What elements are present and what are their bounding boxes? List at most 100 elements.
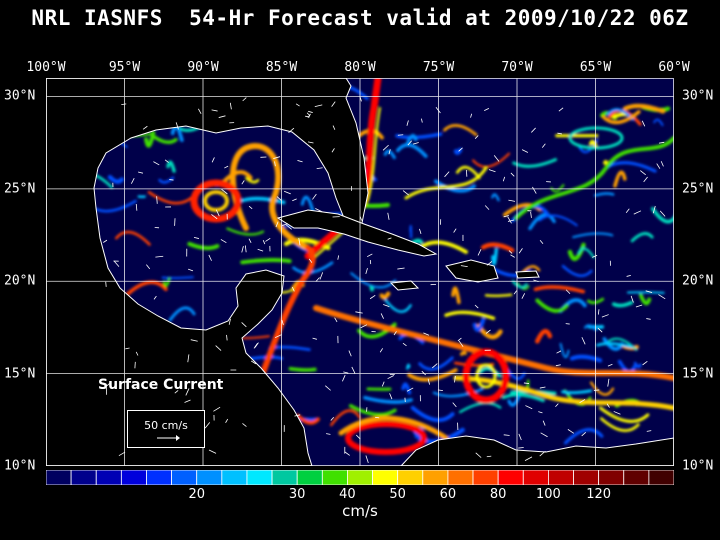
- velocity-vector: [539, 386, 546, 389]
- velocity-vector: [593, 389, 600, 391]
- velocity-vector: [204, 422, 211, 429]
- velocity-vector: [518, 433, 522, 441]
- colorbar: [46, 470, 674, 485]
- velocity-vector: [265, 237, 271, 242]
- colorbar-segment: [497, 470, 524, 485]
- latitude-label: 30°N: [682, 88, 714, 104]
- velocity-vector: [581, 337, 586, 345]
- velocity-vector: [121, 103, 127, 106]
- loop-current: [229, 143, 311, 251]
- current-streak: [535, 298, 569, 313]
- velocity-vector: [565, 289, 571, 295]
- velocity-vector: [453, 228, 457, 233]
- colorbar-segment: [296, 470, 323, 485]
- current-streak: [410, 405, 455, 422]
- latitude-label: 10°N: [682, 458, 714, 474]
- velocity-vector: [567, 429, 574, 434]
- velocity-vector: [556, 350, 562, 354]
- caribbean-current-south: [453, 375, 674, 411]
- velocity-vector: [421, 370, 426, 376]
- colorbar-segment: [598, 470, 625, 485]
- current-streak: [114, 230, 151, 246]
- velocity-vector: [224, 165, 229, 169]
- longitude-label: 100°W: [26, 60, 66, 75]
- velocity-vector: [382, 144, 389, 151]
- velocity-vector: [242, 423, 247, 427]
- current-streak: [638, 293, 652, 306]
- current-streak: [550, 184, 565, 193]
- colorbar-segment: [196, 470, 223, 485]
- velocity-vector: [213, 406, 221, 412]
- velocity-vector: [314, 104, 323, 108]
- velocity-vector: [211, 109, 218, 112]
- velocity-vector: [334, 317, 338, 323]
- velocity-vector: [542, 420, 546, 426]
- velocity-vector: [531, 127, 536, 133]
- velocity-vector: [458, 340, 464, 347]
- velocity-vector: [521, 293, 526, 299]
- colorbar-segment: [422, 470, 449, 485]
- velocity-vector: [597, 327, 603, 333]
- current-streak: [601, 110, 641, 125]
- velocity-vector: [248, 238, 252, 243]
- velocity-vector: [175, 122, 179, 130]
- velocity-vector: [241, 322, 247, 328]
- current-streak: [162, 277, 171, 287]
- velocity-vector: [658, 294, 666, 300]
- current-streak: [587, 297, 605, 305]
- current-streak: [599, 406, 650, 423]
- colorbar-segment: [648, 470, 674, 485]
- colorbar-segment: [522, 470, 549, 485]
- hispaniola-land: [445, 259, 499, 283]
- velocity-vector: [457, 337, 462, 342]
- colorbar-segment: [372, 470, 399, 485]
- caribbean-eddy: [462, 348, 510, 404]
- cuba-land: [276, 209, 438, 257]
- velocity-vector: [248, 205, 253, 210]
- velocity-vector: [412, 142, 419, 145]
- velocity-vector: [458, 147, 463, 152]
- current-streak: [561, 389, 593, 395]
- velocity-vector: [427, 378, 430, 385]
- velocity-vector: [355, 434, 361, 440]
- velocity-vector: [103, 239, 108, 243]
- velocity-vector: [244, 245, 247, 253]
- land-masses: [46, 78, 674, 466]
- velocity-vector: [539, 450, 546, 457]
- velocity-vector: [539, 240, 544, 244]
- current-streak: [406, 363, 411, 370]
- longitude-label: 85°W: [265, 60, 298, 75]
- current-streak: [535, 328, 553, 344]
- current-streak: [569, 354, 603, 363]
- velocity-vector: [153, 161, 160, 166]
- velocity-vector: [283, 190, 291, 195]
- velocity-vector: [383, 304, 390, 308]
- velocity-vector: [106, 382, 111, 387]
- velocity-vector: [366, 253, 373, 258]
- reference-vector-label: 50 cm/s: [144, 419, 188, 432]
- velocity-vector: [435, 106, 441, 114]
- velocity-vector: [558, 107, 564, 112]
- velocity-vector: [540, 432, 548, 438]
- velocity-vector: [656, 163, 661, 169]
- current-streak: [418, 356, 454, 371]
- current-streak: [600, 417, 640, 432]
- current-streak: [460, 350, 467, 356]
- current-streak: [588, 139, 598, 148]
- velocity-vector: [153, 295, 157, 300]
- longitude-label: 70°W: [501, 60, 533, 75]
- velocity-vector: [242, 97, 247, 102]
- current-streak: [501, 393, 545, 403]
- velocity-vector: [640, 170, 646, 176]
- velocity-vector: [606, 403, 610, 408]
- velocity-vector: [288, 127, 295, 134]
- velocity-vector: [477, 249, 482, 256]
- velocity-vector: [555, 364, 561, 367]
- velocity-vector: [325, 385, 331, 391]
- latitude-label: 30°N: [4, 88, 36, 104]
- velocity-vector: [164, 159, 169, 163]
- velocity-vector: [387, 212, 390, 220]
- colorbar-segment: [321, 470, 348, 485]
- velocity-vector: [607, 378, 610, 387]
- velocity-vector: [579, 399, 586, 403]
